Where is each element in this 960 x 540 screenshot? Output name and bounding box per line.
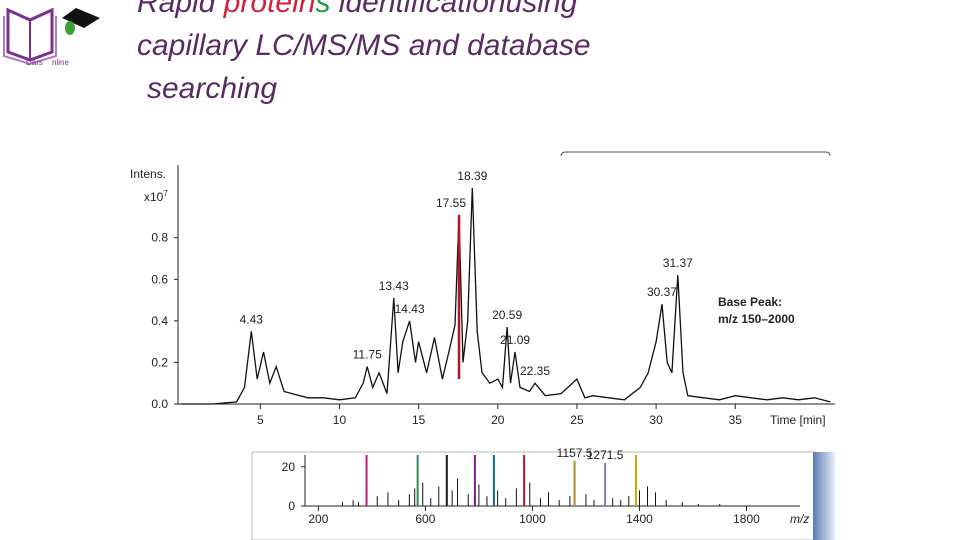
y-tick-label: 0.2 — [151, 355, 168, 369]
logo-cap — [62, 8, 100, 28]
y-tick-label: 0.6 — [151, 272, 168, 286]
x-tick-label: 25 — [570, 413, 584, 427]
x-tick-label: 600 — [415, 512, 435, 526]
peak-label: 4.43 — [240, 312, 264, 326]
title-line: searching — [147, 72, 277, 105]
spectrum-panel — [251, 451, 816, 540]
peak-label: 17.55 — [436, 196, 466, 210]
x-tick-label: 30 — [649, 413, 663, 427]
x-tick-label: 35 — [729, 413, 743, 427]
x-tick-label: 200 — [308, 512, 328, 526]
logo-text: nline — [52, 58, 69, 67]
title-line: capillary LC/MS/MS and database — [137, 29, 591, 62]
peak-label: 1157.5 — [557, 446, 593, 460]
data-line — [181, 187, 831, 405]
logo-mouse — [65, 21, 75, 35]
peak-label: 20.59 — [492, 308, 522, 322]
unit-base: x10 — [144, 190, 164, 204]
note: m/z 150–2000 — [718, 312, 795, 326]
peak-label: 11.75 — [353, 348, 382, 362]
logo-text: Dars — [26, 58, 43, 67]
title-segment: capillary LC/MS/MS and database — [137, 29, 591, 62]
x-tick-label: 5 — [257, 413, 264, 427]
x-tick-label: 15 — [412, 413, 426, 427]
title-line: Rapid proteins identificationusing — [137, 0, 578, 19]
note: Base Peak: — [718, 295, 782, 309]
y-tick-label: 0.0 — [151, 397, 168, 411]
y-axis-label: Intens. — [130, 167, 166, 181]
spectrum-edge — [813, 452, 835, 540]
x-tick-label: 1000 — [519, 512, 546, 526]
x-tick-label: 10 — [333, 413, 347, 427]
title-segment: s — [315, 0, 330, 19]
title-segment: searching — [147, 72, 277, 105]
y-tick-label: 20 — [282, 460, 296, 474]
peak-label: 31.37 — [663, 256, 693, 270]
y-tick-label: 0 — [288, 499, 295, 513]
title-segment: identificationusing — [330, 0, 577, 19]
x-tick-label: 1400 — [626, 512, 653, 526]
peak-label: 21.09 — [500, 333, 530, 347]
title-segment: Rapid — [137, 0, 224, 19]
logo-cover — [3, 16, 57, 66]
title-segment: protein — [223, 0, 316, 19]
y-tick-label: 0.8 — [151, 231, 168, 245]
peak-label: 14.43 — [395, 302, 425, 316]
charts: 0.0 0.2 0.4 0.6 0.8 5 10 15 20 25 30 35 Time [min] In… — [130, 165, 835, 526]
frame-edge — [560, 151, 831, 157]
logo: Dars nline — [3, 7, 100, 67]
peak-label: 18.39 — [457, 169, 487, 183]
peak-label: 1271.5 — [587, 448, 624, 462]
y-axis-unit: x107 — [144, 189, 168, 204]
chart: 0.0 0.2 0.4 0.6 0.8 5 10 15 20 25 30 35 Time [min] In… — [130, 165, 835, 427]
y-tick-label: 0.4 — [151, 314, 168, 328]
peak-label: 22.35 — [520, 364, 550, 378]
x-tick-label: 1800 — [733, 512, 760, 526]
x-axis-label: m/z — [790, 512, 809, 526]
peak-label: 30.37 — [647, 285, 677, 299]
peak-label: 13.43 — [379, 279, 409, 293]
x-tick-label: 20 — [491, 413, 505, 427]
slide-title: Rapid proteins identificationusing capill… — [137, 0, 591, 105]
x-axis-label: Time [min] — [770, 413, 826, 427]
unit-exponent: 7 — [163, 189, 168, 198]
